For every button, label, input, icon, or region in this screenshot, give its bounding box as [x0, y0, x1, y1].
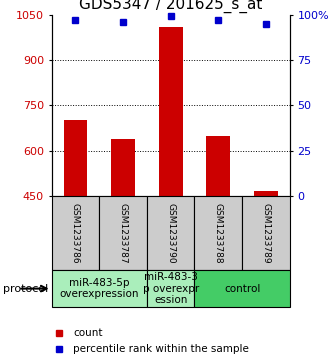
FancyBboxPatch shape — [52, 270, 147, 307]
Text: miR-483-5p
overexpression: miR-483-5p overexpression — [60, 278, 139, 299]
Text: GSM1233788: GSM1233788 — [214, 203, 223, 264]
Text: miR-483-3
p overexpr
ession: miR-483-3 p overexpr ession — [143, 272, 199, 305]
Text: percentile rank within the sample: percentile rank within the sample — [73, 344, 249, 354]
Bar — [254, 191, 278, 332]
Text: GSM1233786: GSM1233786 — [71, 203, 80, 264]
Bar — [159, 26, 182, 332]
FancyBboxPatch shape — [194, 196, 242, 270]
FancyBboxPatch shape — [147, 196, 194, 270]
Text: GSM1233790: GSM1233790 — [166, 203, 175, 264]
Bar — [206, 136, 230, 332]
Title: GDS5347 / 201625_s_at: GDS5347 / 201625_s_at — [79, 0, 262, 13]
Text: count: count — [73, 328, 103, 338]
Text: GSM1233789: GSM1233789 — [261, 203, 270, 264]
Text: control: control — [224, 284, 260, 294]
FancyBboxPatch shape — [242, 196, 290, 270]
FancyBboxPatch shape — [194, 270, 290, 307]
Bar — [111, 139, 135, 332]
Text: GSM1233787: GSM1233787 — [119, 203, 128, 264]
FancyBboxPatch shape — [99, 196, 147, 270]
FancyBboxPatch shape — [52, 196, 99, 270]
Text: protocol: protocol — [3, 284, 49, 294]
FancyBboxPatch shape — [147, 270, 194, 307]
Bar — [64, 121, 87, 332]
